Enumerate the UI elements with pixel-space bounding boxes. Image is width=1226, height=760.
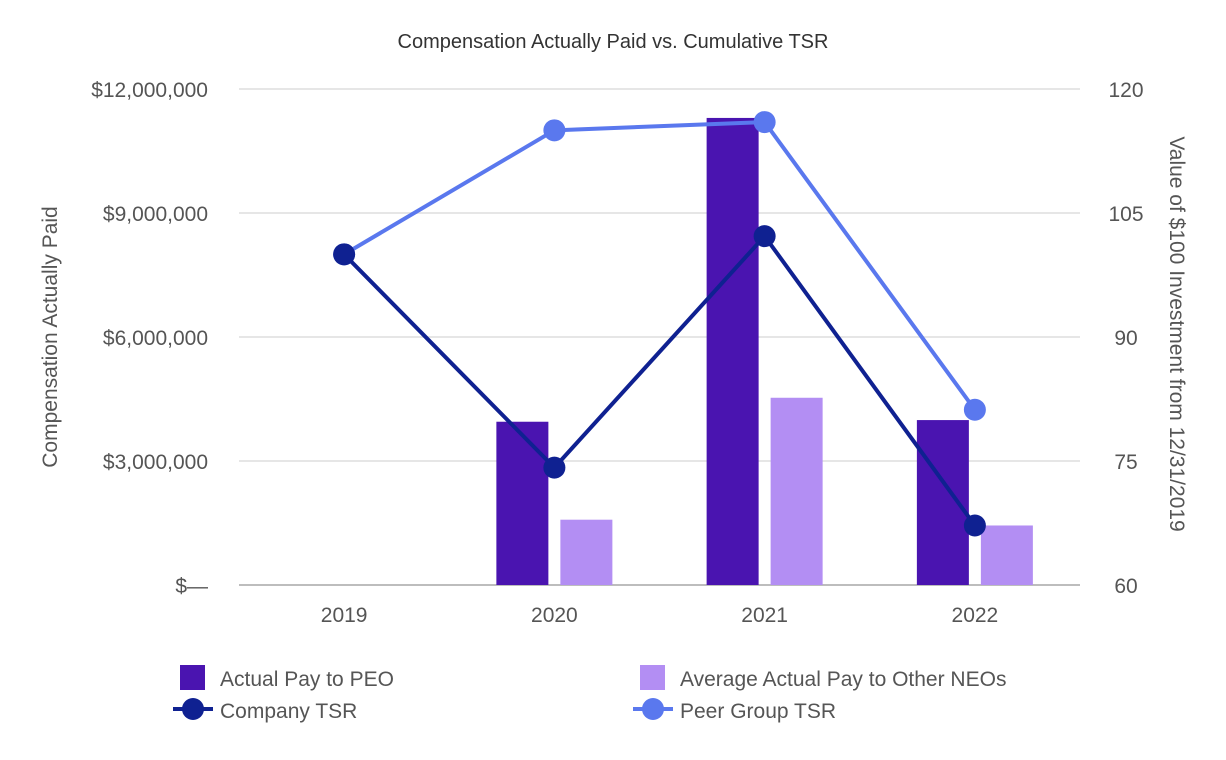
bar-neo bbox=[980, 525, 1033, 585]
y-tick-label: $12,000,000 bbox=[91, 79, 208, 102]
legend-label: Actual Pay to PEO bbox=[220, 668, 394, 691]
company-tsr-point bbox=[963, 514, 986, 537]
y2-tick-label: 105 bbox=[1108, 203, 1143, 226]
legend-label: Company TSR bbox=[220, 700, 357, 723]
y2-tick-label: 60 bbox=[1114, 575, 1137, 598]
y2-axis-label: Value of $100 Investment from 12/31/2019 bbox=[1165, 136, 1188, 531]
y-tick-label: $9,000,000 bbox=[103, 203, 208, 226]
peer-tsr-line bbox=[343, 120, 977, 411]
y-tick-label: $6,000,000 bbox=[103, 327, 208, 350]
legend-marker bbox=[642, 698, 664, 720]
peer-tsr-point bbox=[963, 398, 986, 421]
left-axis-ticks: $— $3,000,000 $6,000,000 $9,000,000 $12,000,… bbox=[91, 79, 208, 598]
peer-tsr-point bbox=[753, 111, 776, 134]
x-tick-label: 2019 bbox=[321, 604, 368, 627]
peer-tsr-point bbox=[543, 119, 566, 142]
chart-title: Compensation Actually Paid vs. Cumulativ… bbox=[398, 31, 829, 53]
y-axis-label: Compensation Actually Paid bbox=[39, 206, 62, 468]
legend-label: Peer Group TSR bbox=[680, 700, 836, 723]
y2-tick-label: 90 bbox=[1114, 327, 1137, 350]
bar-neo bbox=[560, 519, 613, 585]
legend-swatch bbox=[640, 665, 665, 690]
company-tsr-point bbox=[333, 243, 356, 266]
bar-peo bbox=[706, 117, 759, 585]
legend-swatch bbox=[180, 665, 205, 690]
company-tsr-line bbox=[342, 234, 977, 527]
x-tick-label: 2021 bbox=[741, 604, 788, 627]
right-axis-ticks: 60 75 90 105 120 bbox=[1108, 79, 1143, 598]
bar-peo bbox=[916, 420, 969, 585]
x-tick-label: 2022 bbox=[952, 604, 999, 627]
y-tick-label: $— bbox=[175, 575, 208, 598]
x-tick-label: 2020 bbox=[531, 604, 578, 627]
legend-marker bbox=[182, 698, 204, 720]
company-tsr-point bbox=[543, 456, 566, 479]
bars bbox=[496, 117, 1033, 585]
bar-neo bbox=[770, 397, 823, 585]
y-tick-label: $3,000,000 bbox=[103, 451, 208, 474]
y2-tick-label: 120 bbox=[1108, 79, 1143, 102]
bar-peo bbox=[496, 421, 549, 585]
y2-tick-label: 75 bbox=[1114, 451, 1137, 474]
x-axis-ticks: 2019 2020 2021 2022 bbox=[321, 604, 998, 627]
company-tsr-point bbox=[753, 225, 776, 248]
legend-label: Average Actual Pay to Other NEOs bbox=[680, 668, 1006, 691]
tsr-lines bbox=[333, 111, 986, 537]
legend: Actual Pay to PEO Average Actual Pay to O… bbox=[173, 665, 1006, 723]
